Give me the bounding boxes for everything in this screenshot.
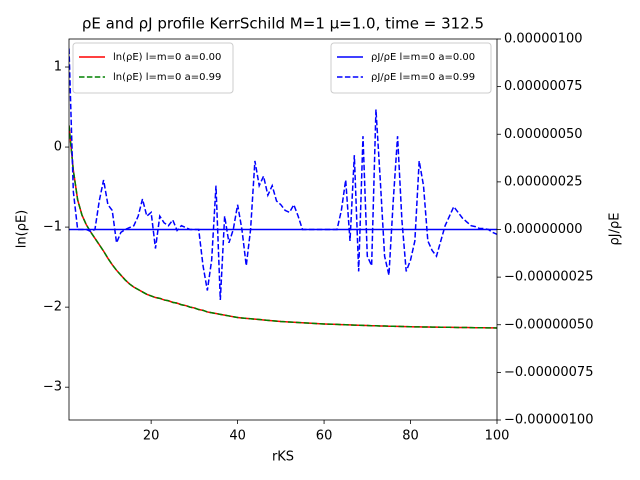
legend-label: ρJ/ρE l=m=0 a=0.99 xyxy=(371,72,475,83)
y-tick-label: 0 xyxy=(54,140,62,155)
legend-box xyxy=(72,42,234,94)
x-tick-label: 40 xyxy=(229,429,246,444)
data-line xyxy=(69,125,497,329)
legend-box xyxy=(330,42,492,94)
y2-tick-label: −0.00000075 xyxy=(504,365,593,380)
x-axis-label: rKS xyxy=(272,450,294,465)
data-line xyxy=(69,48,497,301)
x-tick-label: 60 xyxy=(316,429,333,444)
y-tick-label: −2 xyxy=(43,300,62,315)
y2-tick-label: −0.00000100 xyxy=(504,413,593,428)
x-tick-label: 80 xyxy=(402,429,419,444)
x-tick-label: 20 xyxy=(143,429,160,444)
y-axis-label: ln(ρE) xyxy=(15,210,30,248)
plot-lines xyxy=(69,48,497,329)
chart-title: ρE and ρJ profile KerrSchild M=1 μ=1.0, … xyxy=(82,15,484,33)
y2-tick-label: −0.00000050 xyxy=(504,317,593,332)
x-tick-label: 100 xyxy=(485,429,510,444)
y2-axis-label: ρJ/ρE xyxy=(608,213,623,246)
y2-tick-label: 0.00000100 xyxy=(504,32,583,47)
legend-label: ρJ/ρE l=m=0 a=0.00 xyxy=(371,52,475,63)
y-tick-label: −1 xyxy=(43,220,62,235)
y-tick-label: −3 xyxy=(43,380,62,395)
y-tick-label: 1 xyxy=(54,60,62,75)
y2-tick-label: 0.00000025 xyxy=(504,174,583,189)
overlay: 20 40 60 80 100 −3 −2 −1 0 1 −0.00000100 −0.0000007… xyxy=(43,32,594,444)
legend-label: ln(ρE) l=m=0 a=0.00 xyxy=(113,52,221,63)
legend-label: ln(ρE) l=m=0 a=0.99 xyxy=(113,72,221,83)
y2-tick-label: 0.00000050 xyxy=(504,127,583,142)
y2-tick-label: 0.00000075 xyxy=(504,79,583,94)
y2-tick-label: 0.00000000 xyxy=(504,222,583,237)
y2-tick-label: −0.00000025 xyxy=(504,270,593,285)
